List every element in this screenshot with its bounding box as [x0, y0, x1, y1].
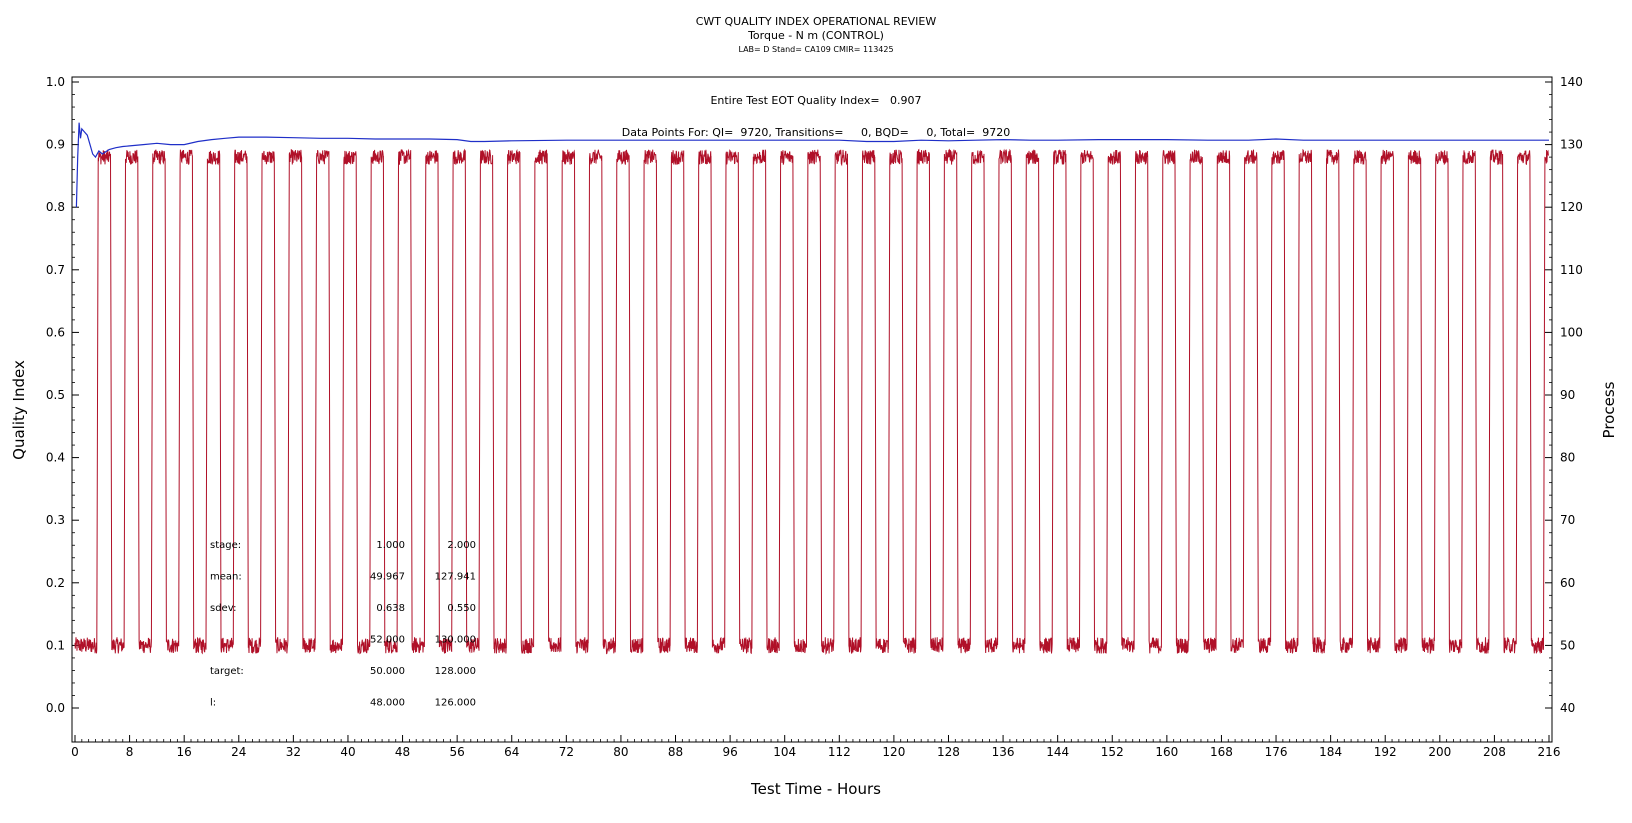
- y-right-axis: 40 50 60 70 80 90 100 110 120 130 140: [1545, 75, 1583, 715]
- x-tick-label: 200: [1428, 745, 1451, 759]
- x-tick-label: 192: [1374, 745, 1397, 759]
- y-left-tick-label: 1.0: [46, 75, 65, 89]
- y-right-tick-label: 90: [1560, 388, 1575, 402]
- x-tick-label: 64: [504, 745, 519, 759]
- series-group: [74, 122, 1550, 655]
- y-left-axis: 0.0 0.1 0.2 0.3 0.4 0.5 0.6 0.7 0.8 0.9 1.0: [46, 75, 79, 715]
- x-tick-label: 112: [828, 745, 851, 759]
- x-tick-label: 208: [1483, 745, 1506, 759]
- y-right-tick-label: 130: [1560, 138, 1583, 152]
- x-tick-label: 184: [1319, 745, 1342, 759]
- x-tick-label: 32: [286, 745, 301, 759]
- plot-frame: [71, 76, 1553, 743]
- y-left-tick-label: 0.6: [46, 325, 65, 339]
- y-left-axis-title: Quality Index: [10, 360, 28, 460]
- stats-row-value-1: 1.000: [376, 540, 405, 551]
- y-right-tick-label: 140: [1560, 75, 1583, 89]
- x-tick-label: 56: [450, 745, 465, 759]
- y-left-tick-label: 0.7: [46, 263, 65, 277]
- y-right-tick-label: 40: [1560, 701, 1575, 715]
- y-right-tick-label: 110: [1560, 263, 1583, 277]
- stats-row-value-2: 128.000: [435, 666, 476, 677]
- chart-subtitle: Torque - N m (CONTROL): [747, 29, 884, 42]
- y-left-tick-label: 0.4: [46, 451, 65, 465]
- x-tick-label: 96: [722, 745, 737, 759]
- y-right-tick-label: 80: [1560, 451, 1575, 465]
- x-tick-label: 136: [992, 745, 1015, 759]
- stats-row-label: l:: [210, 698, 216, 709]
- stats-row-value-1: 49.967: [370, 572, 405, 583]
- y-left-tick-label: 0.3: [46, 513, 65, 527]
- stats-row-value-1: 50.000: [370, 666, 405, 677]
- y-right-tick-label: 70: [1560, 513, 1575, 527]
- y-left-tick-label: 0.5: [46, 388, 65, 402]
- x-tick-label: 144: [1046, 745, 1069, 759]
- stats-row-value-2: 2.000: [447, 540, 476, 551]
- x-tick-label: 16: [177, 745, 192, 759]
- x-tick-label: 152: [1101, 745, 1124, 759]
- x-tick-label: 160: [1155, 745, 1178, 759]
- stats-row-label: mean:: [210, 572, 242, 583]
- stats-row-value-2: 130.000: [435, 635, 476, 646]
- x-tick-label: 8: [126, 745, 134, 759]
- stats-table: stage: 1.000 2.000 mean: 49.967 127.941 sdev: 0…: [210, 540, 476, 709]
- x-tick-label: 88: [668, 745, 683, 759]
- x-tick-label: 80: [613, 745, 628, 759]
- x-tick-label: 216: [1538, 745, 1561, 759]
- qi-annotation: Entire Test EOT Quality Index= 0.907: [710, 94, 921, 107]
- x-tick-label: 176: [1265, 745, 1288, 759]
- stats-row-value-1: 0.638: [376, 603, 405, 614]
- data-points-annotation: Data Points For: QI= 9720, Transitions= …: [622, 126, 1010, 139]
- y-left-tick-label: 0.9: [46, 138, 65, 152]
- x-tick-label: 104: [773, 745, 796, 759]
- stats-row-value-1: 48.000: [370, 698, 405, 709]
- x-axis: 0 8 16 24 32 40 48 56 64 72 80 88 96 104 112 120 128 136 1…: [71, 735, 1560, 759]
- stats-row-value-1: 52.000: [370, 635, 405, 646]
- y-right-tick-label: 50: [1560, 638, 1575, 652]
- stats-row-label: target:: [210, 666, 244, 677]
- x-tick-label: 72: [559, 745, 574, 759]
- x-axis-title: Test Time - Hours: [750, 780, 881, 798]
- x-tick-label: 40: [340, 745, 355, 759]
- stats-row-value-2: 126.000: [435, 698, 476, 709]
- stats-row-label: stage:: [210, 540, 241, 551]
- stats-row-value-2: 0.550: [447, 603, 476, 614]
- y-right-axis-title: Process: [1600, 381, 1618, 438]
- x-tick-label: 168: [1210, 745, 1233, 759]
- series-process-line: [74, 148, 1550, 655]
- x-tick-label: 120: [882, 745, 905, 759]
- stats-row-label: sdev:: [210, 603, 236, 614]
- x-tick-label: 24: [231, 745, 246, 759]
- y-left-tick-label: 0.8: [46, 200, 65, 214]
- chart-title: CWT QUALITY INDEX OPERATIONAL REVIEW: [696, 15, 937, 28]
- x-tick-label: 0: [71, 745, 79, 759]
- y-left-tick-label: 0.2: [46, 576, 65, 590]
- y-right-tick-label: 100: [1560, 325, 1583, 339]
- y-right-tick-label: 60: [1560, 576, 1575, 590]
- y-left-tick-label: 0.0: [46, 701, 65, 715]
- y-right-tick-label: 120: [1560, 200, 1583, 214]
- stats-row-value-2: 127.941: [435, 572, 476, 583]
- x-tick-label: 128: [937, 745, 960, 759]
- x-tick-label: 48: [395, 745, 410, 759]
- series-quality-index-line: [75, 122, 1549, 208]
- chart-info: LAB= D Stand= CA109 CMIR= 113425: [738, 45, 893, 54]
- y-left-tick-label: 0.1: [46, 638, 65, 652]
